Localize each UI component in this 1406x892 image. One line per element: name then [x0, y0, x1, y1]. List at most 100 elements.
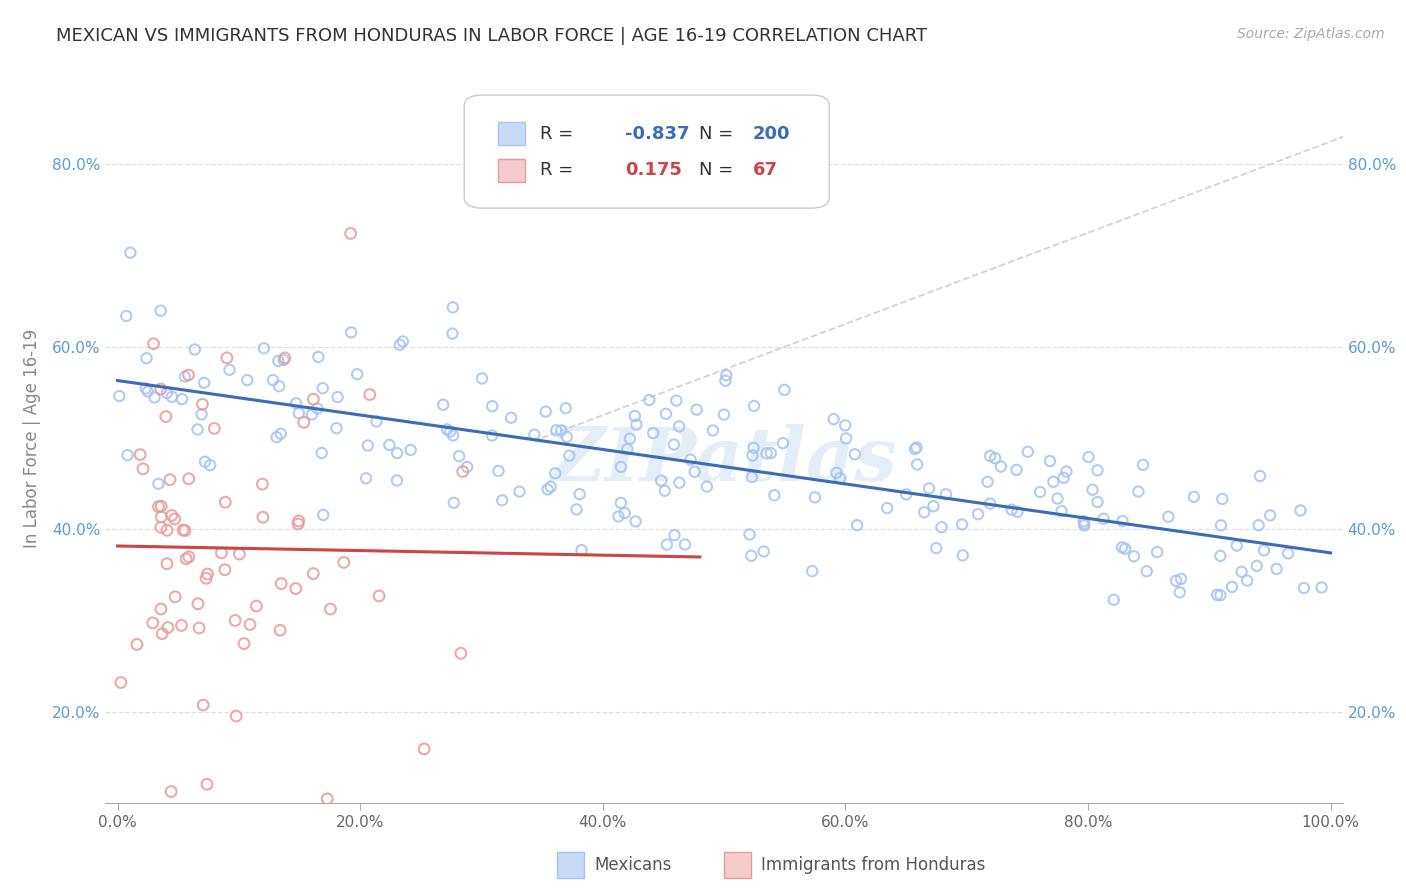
- Point: [1017, 444, 1039, 458]
- Point: [624, 515, 647, 529]
- Point: [571, 543, 593, 558]
- Point: [1029, 484, 1052, 499]
- Point: [155, 409, 177, 424]
- Point: [160, 508, 183, 523]
- Point: [1073, 516, 1095, 531]
- Point: [643, 426, 665, 441]
- Point: [319, 602, 342, 616]
- Point: [449, 449, 471, 463]
- Text: Source: ZipAtlas.com: Source: ZipAtlas.com: [1237, 27, 1385, 41]
- Point: [1211, 491, 1233, 506]
- Text: ZIPatlas: ZIPatlas: [551, 424, 897, 496]
- Point: [177, 472, 200, 486]
- Point: [187, 597, 209, 611]
- Point: [1220, 580, 1243, 594]
- Point: [1073, 514, 1095, 528]
- Point: [252, 477, 274, 491]
- Point: [673, 537, 696, 551]
- Text: MEXICAN VS IMMIGRANTS FROM HONDURAS IN LABOR FORCE | AGE 16-19 CORRELATION CHART: MEXICAN VS IMMIGRANTS FROM HONDURAS IN L…: [56, 27, 928, 45]
- Point: [1310, 581, 1333, 595]
- Point: [568, 487, 591, 501]
- Point: [148, 476, 170, 491]
- Point: [1170, 572, 1192, 586]
- Point: [149, 382, 172, 396]
- Point: [177, 549, 200, 564]
- Point: [340, 326, 363, 340]
- Point: [804, 491, 827, 505]
- Point: [713, 408, 735, 422]
- Point: [262, 373, 284, 387]
- Point: [1253, 543, 1275, 558]
- Point: [274, 351, 297, 365]
- Point: [565, 502, 588, 516]
- Bar: [724, 853, 751, 878]
- Point: [436, 422, 458, 436]
- Point: [823, 412, 845, 426]
- Point: [456, 460, 478, 475]
- Point: [846, 518, 869, 533]
- Point: [536, 483, 558, 497]
- Point: [269, 379, 291, 393]
- Point: [284, 582, 307, 596]
- Point: [905, 458, 928, 472]
- Point: [610, 496, 633, 510]
- Point: [491, 493, 513, 508]
- Point: [1046, 491, 1069, 506]
- Point: [191, 397, 214, 411]
- Point: [451, 465, 474, 479]
- Point: [1123, 549, 1146, 564]
- Point: [288, 406, 311, 420]
- Point: [481, 399, 503, 413]
- Point: [195, 571, 218, 585]
- Point: [1092, 512, 1115, 526]
- Point: [143, 391, 166, 405]
- Point: [163, 512, 186, 526]
- Point: [302, 392, 325, 406]
- Point: [312, 508, 335, 522]
- Point: [1001, 502, 1024, 516]
- Point: [1209, 549, 1232, 563]
- Point: [1209, 588, 1232, 602]
- Point: [555, 430, 578, 444]
- Point: [668, 419, 690, 434]
- Point: [1258, 508, 1281, 523]
- Point: [148, 500, 170, 514]
- Point: [188, 621, 211, 635]
- Point: [269, 624, 291, 638]
- Point: [1102, 592, 1125, 607]
- Point: [742, 441, 765, 455]
- Point: [413, 742, 436, 756]
- Point: [156, 557, 179, 571]
- Text: Immigrants from Honduras: Immigrants from Honduras: [761, 855, 986, 874]
- Bar: [557, 853, 585, 878]
- Point: [481, 428, 503, 442]
- Point: [150, 626, 173, 640]
- Point: [218, 363, 240, 377]
- Point: [662, 437, 685, 451]
- Point: [773, 383, 796, 397]
- Point: [301, 408, 323, 422]
- Point: [174, 524, 197, 538]
- Point: [607, 509, 630, 524]
- Point: [835, 431, 858, 445]
- Point: [979, 449, 1001, 463]
- Point: [655, 537, 678, 551]
- Point: [714, 374, 737, 388]
- Point: [702, 424, 724, 438]
- Point: [1052, 471, 1074, 485]
- Point: [307, 401, 329, 416]
- Point: [1292, 581, 1315, 595]
- Point: [326, 390, 349, 404]
- Point: [149, 520, 172, 534]
- Point: [117, 448, 139, 462]
- Point: [763, 488, 786, 502]
- Point: [378, 438, 401, 452]
- Point: [1226, 539, 1249, 553]
- Point: [125, 637, 148, 651]
- Point: [772, 436, 794, 450]
- FancyBboxPatch shape: [464, 95, 830, 208]
- Point: [391, 334, 413, 349]
- Point: [931, 520, 953, 534]
- Point: [312, 381, 335, 395]
- Point: [160, 784, 183, 798]
